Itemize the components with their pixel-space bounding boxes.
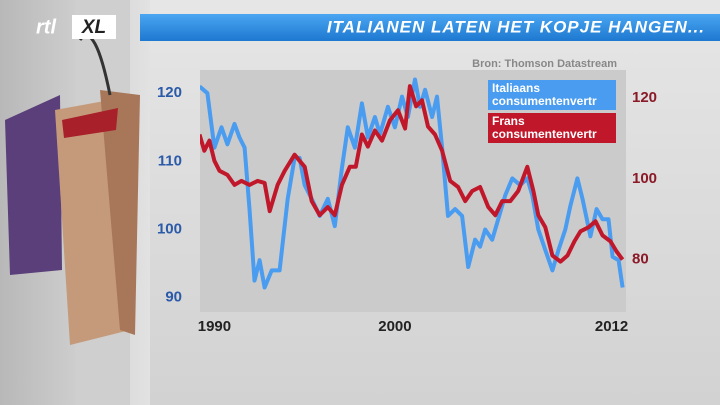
y-tick-label: 110 — [158, 152, 182, 169]
x-tick-label: 1990 — [198, 318, 231, 335]
y-tick-label: 100 — [157, 220, 182, 237]
legend-item: Frans consumentenvertr — [488, 113, 616, 143]
y-tick-label: 120 — [157, 84, 182, 101]
series-line — [200, 84, 625, 264]
y-tick-label: 90 — [165, 289, 182, 306]
logo-box — [72, 15, 116, 39]
y2-tick-label: 80 — [632, 251, 649, 268]
series-line — [200, 77, 625, 290]
y2-tick-label: 100 — [632, 170, 657, 187]
logo-rtl: rtl — [36, 16, 56, 38]
shopping-bags — [5, 0, 140, 405]
x-tick-label: 2012 — [595, 318, 628, 335]
source: Bron: Thomson Datastream — [472, 58, 617, 70]
legend-item: Italiaans consumentenvertr — [488, 80, 616, 110]
logo-xl: XL — [81, 17, 106, 38]
chart-title: ITALIANEN LATEN HET KOPJE HANGEN... — [327, 17, 705, 36]
title-bar — [140, 14, 720, 41]
y2-tick-label: 120 — [632, 89, 657, 106]
x-tick-label: 2000 — [378, 318, 411, 335]
